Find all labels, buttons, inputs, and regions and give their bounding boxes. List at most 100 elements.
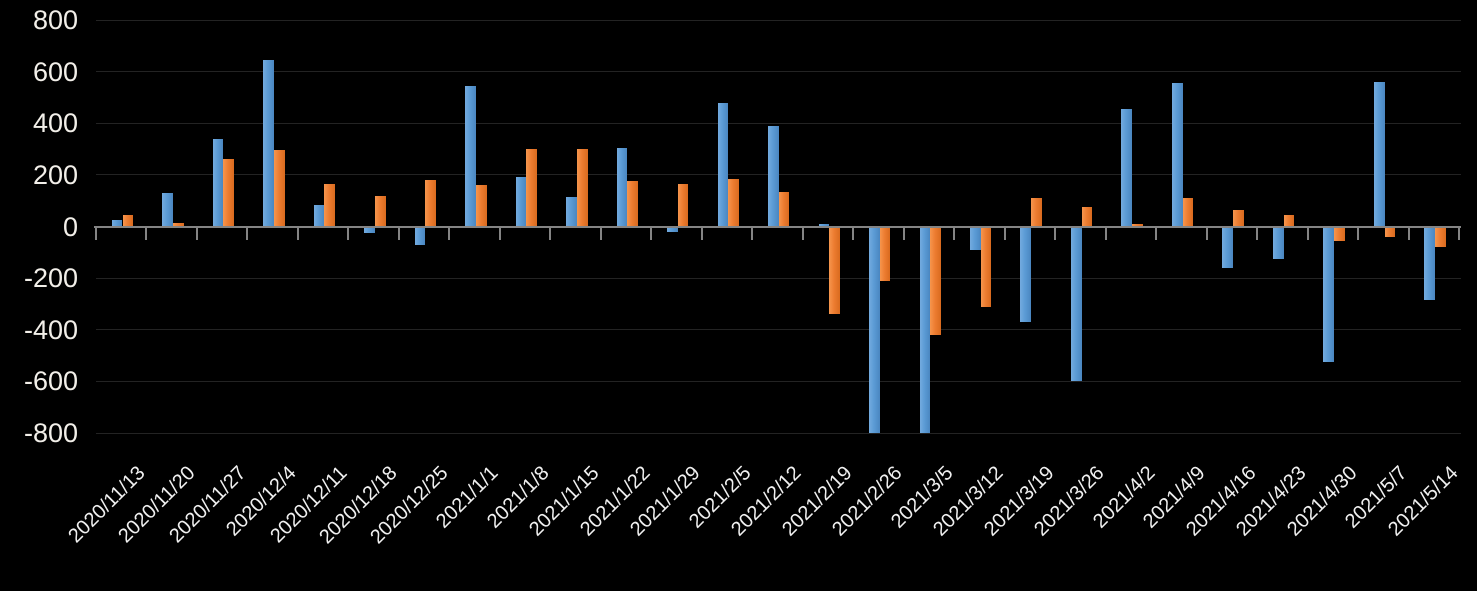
bar-series-blue-2021/1/1 bbox=[465, 85, 476, 227]
bar-series-blue-2020/12/11 bbox=[313, 204, 325, 227]
bar-series-orange-2020/11/13 bbox=[122, 214, 134, 227]
bar-series-blue-2020/12/4 bbox=[263, 60, 274, 227]
bar-series-orange-2021/3/5 bbox=[930, 226, 941, 335]
x-axis-line bbox=[94, 225, 1461, 228]
bar-series-blue-2021/2/26 bbox=[869, 226, 880, 433]
bar-series-blue-2021/3/19 bbox=[1020, 226, 1032, 322]
bar-series-orange-2021/2/19 bbox=[829, 226, 840, 315]
y-axis-label-800: 800 bbox=[32, 5, 78, 35]
x-axis-tick-8 bbox=[498, 227, 501, 240]
bar-series-blue-2020/12/18 bbox=[364, 226, 375, 233]
bar-series-orange-2020/12/4 bbox=[273, 150, 285, 227]
bar-series-orange-2021/3/12 bbox=[980, 226, 992, 307]
bar-series-blue-2021/1/15 bbox=[566, 196, 577, 227]
bar-series-orange-2021/3/26 bbox=[1081, 207, 1093, 227]
bar-series-blue-2021/3/5 bbox=[919, 226, 931, 433]
x-axis-tick-27 bbox=[1458, 227, 1460, 240]
bar-series-blue-2021/2/19 bbox=[818, 223, 830, 227]
bar-series-blue-2021/1/29 bbox=[667, 226, 678, 232]
x-axis-tick-24 bbox=[1306, 227, 1309, 240]
bar-series-blue-2021/4/2 bbox=[1121, 109, 1133, 227]
bar-series-blue-2021/2/12 bbox=[768, 125, 779, 227]
x-axis-tick-6 bbox=[397, 227, 400, 240]
x-axis-tick-14 bbox=[801, 227, 804, 240]
gridline--600 bbox=[96, 380, 1461, 382]
x-axis-tick-4 bbox=[296, 227, 299, 240]
bar-series-blue-2020/11/27 bbox=[212, 138, 224, 227]
bar-series-blue-2021/5/14 bbox=[1424, 226, 1435, 301]
bar-series-orange-2021/5/14 bbox=[1435, 226, 1446, 248]
x-axis-tick-23 bbox=[1256, 227, 1259, 240]
bar-series-blue-2021/3/12 bbox=[969, 226, 981, 250]
y-axis-label-400: 400 bbox=[32, 108, 78, 139]
bar-series-orange-2020/11/27 bbox=[223, 159, 235, 227]
x-axis-tick-3 bbox=[246, 227, 249, 240]
x-axis-tick-13 bbox=[751, 227, 754, 240]
x-axis-tick-9 bbox=[549, 227, 552, 240]
bar-series-orange-2020/11/20 bbox=[172, 222, 184, 227]
bar-series-blue-2020/11/20 bbox=[162, 192, 173, 227]
bar-series-orange-2021/4/9 bbox=[1182, 198, 1194, 227]
bar-series-orange-2021/1/22 bbox=[627, 181, 638, 227]
bar-series-orange-2021/4/30 bbox=[1334, 226, 1345, 241]
gridline-600 bbox=[96, 71, 1461, 73]
gridline-400 bbox=[96, 122, 1461, 124]
bar-series-blue-2021/2/5 bbox=[717, 102, 729, 227]
x-axis-tick-26 bbox=[1407, 227, 1410, 240]
bar-series-orange-2021/4/2 bbox=[1132, 223, 1143, 227]
gridline--800 bbox=[96, 432, 1461, 434]
x-axis-tick-25 bbox=[1357, 227, 1360, 240]
bar-series-blue-2020/11/13 bbox=[111, 220, 123, 227]
bar-series-orange-2021/1/29 bbox=[677, 183, 689, 227]
gridline--400 bbox=[96, 329, 1461, 331]
bar-series-blue-2021/3/26 bbox=[1070, 226, 1082, 382]
x-axis-tick-11 bbox=[650, 227, 653, 240]
y-axis-label-600: 600 bbox=[32, 56, 78, 87]
bar-series-blue-2021/4/23 bbox=[1272, 226, 1284, 259]
bar-series-orange-2021/4/23 bbox=[1283, 214, 1295, 227]
bar-series-orange-2021/5/7 bbox=[1384, 226, 1396, 237]
bar-series-orange-2021/2/26 bbox=[879, 226, 891, 281]
x-axis-tick-0 bbox=[95, 227, 97, 240]
bar-series-blue-2021/4/16 bbox=[1222, 226, 1234, 268]
x-axis-tick-10 bbox=[599, 227, 602, 240]
x-axis-tick-16 bbox=[902, 227, 905, 240]
bar-series-orange-2020/12/25 bbox=[425, 180, 437, 227]
bar-series-blue-2021/1/22 bbox=[616, 147, 628, 227]
x-axis-tick-5 bbox=[347, 227, 350, 240]
bar-series-orange-2020/12/11 bbox=[324, 183, 336, 227]
bar-series-blue-2021/4/9 bbox=[1171, 83, 1183, 227]
x-axis-tick-2 bbox=[195, 227, 198, 240]
x-axis-tick-1 bbox=[145, 227, 148, 240]
x-axis-tick-7 bbox=[448, 227, 451, 240]
x-axis-tick-22 bbox=[1205, 227, 1208, 240]
x-axis-tick-20 bbox=[1104, 227, 1107, 240]
bar-series-blue-2021/4/30 bbox=[1323, 226, 1335, 363]
y-axis-label--800: -800 bbox=[23, 418, 78, 448]
x-axis-tick-17 bbox=[953, 227, 956, 240]
bar-series-orange-2021/4/16 bbox=[1233, 209, 1244, 227]
bar-series-orange-2021/2/5 bbox=[728, 178, 739, 227]
x-axis-tick-21 bbox=[1155, 227, 1158, 240]
bar-series-orange-2021/1/1 bbox=[475, 185, 487, 227]
y-axis-label-200: 200 bbox=[32, 159, 78, 190]
gridline-800 bbox=[96, 19, 1461, 21]
x-axis-tick-19 bbox=[1054, 227, 1057, 240]
x-axis-tick-18 bbox=[1003, 227, 1006, 240]
x-axis-tick-15 bbox=[852, 227, 855, 240]
bar-series-blue-2021/5/7 bbox=[1373, 81, 1385, 227]
bar-series-orange-2020/12/18 bbox=[374, 195, 386, 227]
bar-series-orange-2021/1/8 bbox=[526, 149, 538, 227]
y-axis-label--600: -600 bbox=[23, 366, 78, 397]
y-axis-label--400: -400 bbox=[23, 314, 78, 345]
gridline--200 bbox=[96, 277, 1461, 279]
y-axis-label--200: -200 bbox=[23, 263, 78, 294]
bar-series-blue-2020/12/25 bbox=[414, 226, 426, 245]
bar-series-orange-2021/1/15 bbox=[576, 149, 588, 227]
y-axis-label-0: 0 bbox=[62, 211, 78, 242]
x-axis-tick-12 bbox=[700, 227, 703, 240]
bar-series-orange-2021/3/19 bbox=[1031, 198, 1042, 227]
bar-series-blue-2021/1/8 bbox=[515, 177, 527, 227]
bar-series-orange-2021/2/12 bbox=[778, 191, 790, 227]
